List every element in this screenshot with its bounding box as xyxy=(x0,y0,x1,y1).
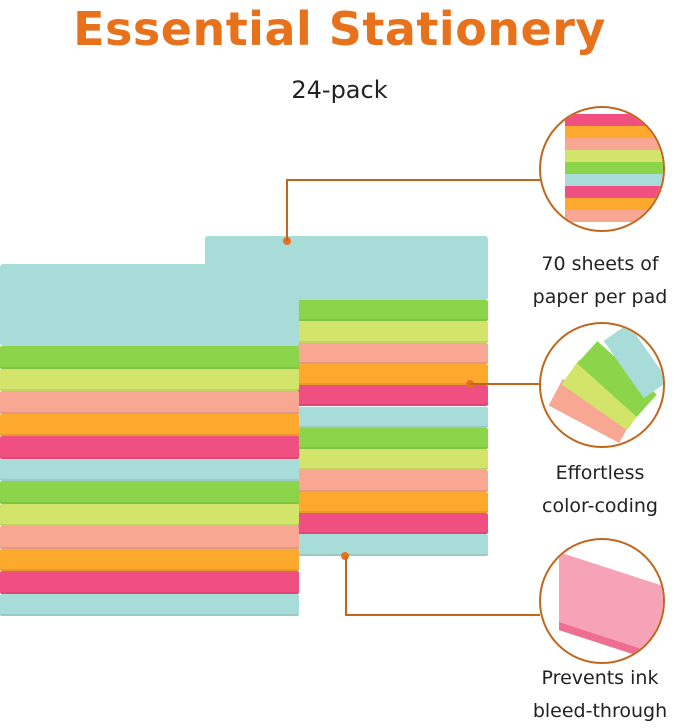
sticky-pad-layer xyxy=(0,391,299,414)
caption-line: Effortless xyxy=(555,462,645,484)
closeup-layer xyxy=(565,150,663,162)
connector-line-2 xyxy=(470,383,540,385)
closeup-layer xyxy=(565,138,663,150)
sticky-pad-layer xyxy=(0,571,299,594)
sticky-pad-layer xyxy=(0,368,299,391)
connector-line-1h xyxy=(286,179,540,181)
closeup-layer xyxy=(565,186,663,198)
caption-line: paper per pad xyxy=(532,286,668,308)
caption-line: 70 sheets of xyxy=(541,253,659,275)
sticky-pad-layer xyxy=(0,458,299,481)
caption-line: Prevents ink xyxy=(541,667,659,689)
sticky-pad-layer xyxy=(0,413,299,436)
connector-line-3 xyxy=(345,556,347,616)
closeup-layer xyxy=(565,114,663,126)
pink-pad-image xyxy=(539,538,665,664)
sticky-pad-layer xyxy=(0,593,299,616)
sticky-pad-layer xyxy=(0,346,299,369)
connector-dot-1 xyxy=(283,237,291,245)
pack-count: 24-pack xyxy=(291,76,388,104)
caption-line: bleed-through xyxy=(532,700,668,722)
caption-line: color-coding xyxy=(542,495,658,517)
closeup-layer xyxy=(565,210,663,222)
closeup-layer xyxy=(565,174,663,186)
page-title: Essential Stationery xyxy=(73,2,606,56)
connector-line-3h xyxy=(345,614,540,616)
feature-caption-1: 70 sheets of paper per pad xyxy=(520,248,679,314)
stack-top-face xyxy=(0,264,299,346)
feature-caption-3: Prevents ink bleed-through xyxy=(520,662,679,728)
closeup-layer xyxy=(565,198,663,210)
stack-closeup-image xyxy=(539,106,665,232)
sticky-pad-layer xyxy=(0,481,299,504)
sticky-pad-layer xyxy=(0,548,299,571)
closeup-layer xyxy=(565,162,663,174)
sticky-pad-layer xyxy=(0,526,299,549)
feature-caption-2: Effortless color-coding xyxy=(520,457,679,523)
connector-line-1 xyxy=(286,179,288,241)
closeup-layer xyxy=(565,126,663,138)
sticky-pad-layer xyxy=(0,503,299,526)
sticky-note-stack-front xyxy=(0,264,299,616)
sticky-pad-layer xyxy=(0,436,299,459)
fanned-pads-image xyxy=(539,322,665,448)
